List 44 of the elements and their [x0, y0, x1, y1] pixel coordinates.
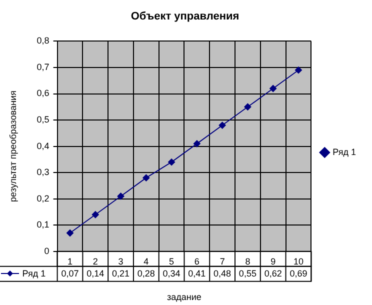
chart-title: Объект управления	[130, 10, 240, 23]
y-tick-label: 0	[44, 246, 50, 256]
text: 0,21	[112, 268, 130, 278]
x-tick-label: 10	[293, 256, 304, 266]
x-axis-title: задание	[167, 292, 202, 302]
y-tick-label: 0,6	[36, 88, 50, 98]
x-tick-label: 4	[144, 256, 149, 266]
y-tick-label: 0,8	[36, 36, 50, 46]
y-tick-label: 0,4	[36, 140, 50, 151]
x-tick-label: 1	[67, 256, 73, 266]
point	[142, 174, 150, 182]
y-tick-label: 0,3	[36, 167, 50, 178]
text: 0,55	[238, 268, 256, 278]
text: Ряд 1	[22, 268, 46, 278]
text: 0,69	[290, 268, 308, 278]
point	[117, 192, 124, 200]
y-tick-label: 0,2	[36, 193, 50, 204]
text: 0,34	[162, 268, 180, 278]
y-tick-label: 0,5	[36, 114, 50, 125]
y-axis-title: результат преобразования	[8, 90, 18, 202]
point	[244, 103, 252, 110]
x-tick-label: 6	[194, 256, 200, 266]
y-tick-label: 0,1	[36, 220, 50, 230]
x-tick-label: 9	[270, 256, 276, 266]
x-tick-label: 8	[245, 256, 250, 266]
x-tick-label: 2	[92, 256, 98, 266]
x-tick-label: 3	[118, 256, 124, 266]
point	[193, 140, 200, 148]
text: 0,41	[188, 268, 206, 278]
x-tick-label: 5	[169, 256, 174, 266]
y-tick-label: 0,7	[36, 62, 50, 72]
legend-label: Ряд 1	[332, 146, 356, 157]
text: 0,48	[214, 268, 232, 278]
point	[270, 84, 277, 92]
point	[218, 122, 226, 129]
x-tick-label: 7	[220, 256, 225, 266]
text: 0,07	[61, 268, 79, 278]
text: 0,62	[264, 268, 282, 278]
point	[66, 230, 74, 237]
text: 0,14	[86, 268, 104, 278]
point	[294, 66, 302, 74]
point	[168, 158, 176, 166]
text: 0,28	[137, 268, 155, 278]
point	[92, 211, 99, 218]
